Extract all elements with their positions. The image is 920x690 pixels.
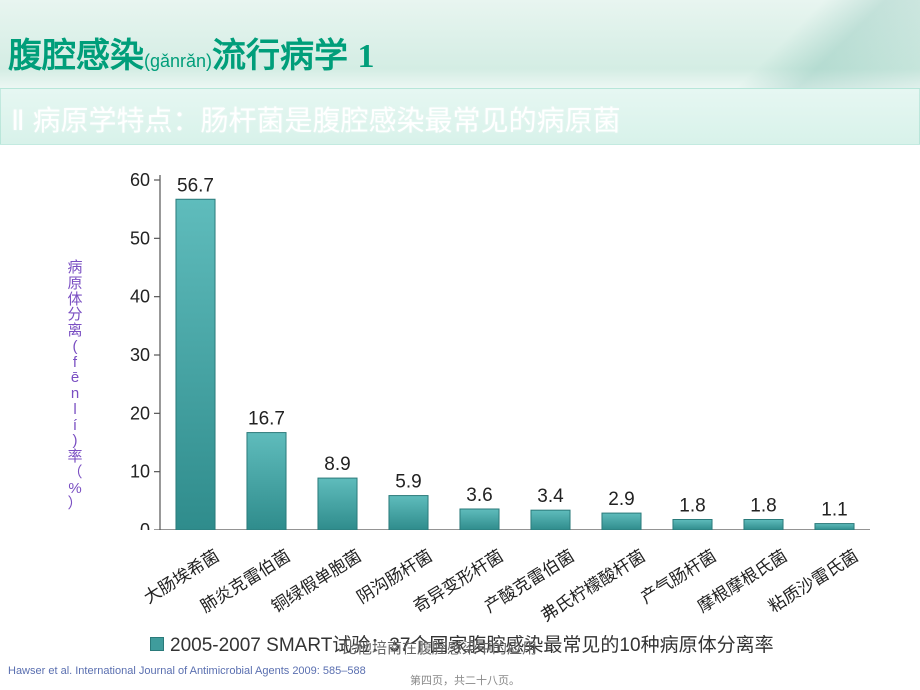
svg-text:5.9: 5.9: [395, 472, 421, 493]
y-axis-label: 病原体分离(fēnlí)率（%）: [66, 260, 84, 512]
title-part2: 流行病学: [212, 37, 357, 75]
svg-text:8.9: 8.9: [324, 454, 350, 475]
svg-text:60: 60: [130, 170, 150, 190]
overlay-text: 比他培南在腹腔感染中的应用: [342, 637, 537, 658]
citation: Hawser et al. International Journal of A…: [8, 665, 366, 677]
svg-text:56.7: 56.7: [177, 175, 214, 196]
slide-title: 腹腔感染(gǎnrǎn)流行病学 1: [8, 28, 375, 77]
chart-container: 病原体分离(fēnlí)率（%） 0 10 20 30 40 50 60 56.7 16.7 8…: [60, 160, 900, 640]
svg-text:10: 10: [130, 462, 150, 482]
title-number: 1: [358, 38, 375, 75]
x-category-label: 粘质沙雷氏菌: [730, 542, 862, 637]
page-indicator: 第四页，共二十八页。: [410, 672, 520, 688]
subtitle-bar: Ⅱ 病原学特点：肠杆菌是腹腔感染最常见的病原菌: [0, 88, 920, 145]
svg-text:0: 0: [140, 520, 150, 530]
bar-chart: 0 10 20 30 40 50 60 56.7 16.7 8.9 5.9 3.6 3.4 2.9 1.8…: [100, 170, 880, 530]
svg-text:16.7: 16.7: [248, 409, 285, 430]
svg-text:1.1: 1.1: [821, 500, 847, 521]
svg-text:3.6: 3.6: [466, 485, 492, 506]
svg-text:1.8: 1.8: [679, 496, 705, 517]
svg-text:50: 50: [130, 228, 150, 248]
title-part1: 腹腔感染: [8, 37, 144, 75]
subtitle-text: Ⅱ 病原学特点：肠杆菌是腹腔感染最常见的病原菌: [11, 99, 621, 139]
svg-text:40: 40: [130, 287, 150, 307]
svg-text:1.8: 1.8: [750, 496, 776, 517]
svg-text:30: 30: [130, 345, 150, 365]
legend-swatch: [150, 637, 164, 651]
title-pinyin: (gǎnrǎn): [144, 51, 212, 71]
decorative-corner: [700, 0, 920, 90]
svg-text:3.4: 3.4: [537, 486, 564, 507]
svg-text:2.9: 2.9: [608, 489, 634, 510]
svg-text:20: 20: [130, 403, 150, 423]
